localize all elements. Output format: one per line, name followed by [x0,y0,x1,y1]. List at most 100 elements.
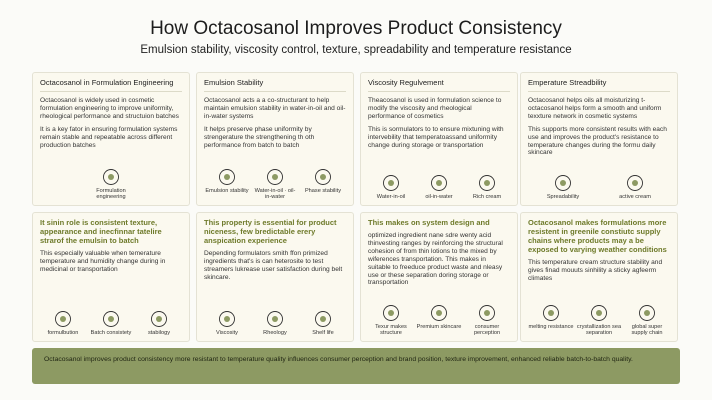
card: Emperature Streadbility Octacosanol helps… [520,72,678,206]
icon: Shelf life [300,310,346,336]
icon-label: Water-in-oil · oil-in-water [254,187,296,200]
icon-glyph [479,174,495,191]
card-heading: This makes on system design and [368,218,490,227]
icon-glyph [219,310,235,327]
title: How Octacosanol Improves Product Consist… [150,18,562,39]
card-heading: Emperature Streadbility [528,78,670,92]
card-paragraph: This supports more consistent results wi… [528,125,667,157]
icon-label: Phase stability [304,187,342,194]
icon: formulbution [40,310,86,336]
icon-glyph [479,304,495,321]
icon-row: melting resistance crystallization sea se… [527,304,671,336]
icon: melting resistance [528,304,574,336]
icon-glyph [267,168,283,185]
subtitle: Emulsion stability, viscosity control, t… [140,44,572,56]
icon-label: active cream [619,193,651,200]
card-heading: Emulsion Stability [204,78,346,92]
card-paragraph: It is a key fator in ensuring formulatio… [40,125,178,149]
icon-label: Shelf life [312,329,334,336]
icon-row: Texur makes structure Premium skincare con… [367,304,511,336]
card: This property is essential for product n… [196,212,354,342]
card: Viscosity Regulvement Theacosanol is used… [360,72,518,206]
icon: Water-in-oil [368,174,414,200]
icon: Formulation engineering [88,168,134,200]
card-paragraph: This is sormulators to to ensure mixtuni… [368,125,504,149]
card-heading: It sinin role is consistent texture, app… [40,218,162,245]
icon-glyph [219,168,235,185]
icon-label: Water-in-oil [376,193,406,200]
card: This makes on system design and optimized… [360,212,518,342]
card: Octacosanol makes formulations more resi… [520,212,678,342]
card-paragraph: Octacosanol is widely used in cosmetic f… [40,97,179,120]
icon: global super supply chain [624,304,670,336]
icon: Batch consistety [88,310,134,336]
card-heading: Viscosity Regulvement [368,78,510,92]
icon-glyph [315,310,331,327]
icon-glyph [103,310,119,327]
icon: crystallization sea separation [576,304,622,336]
icon-label: melting resistance [528,323,574,330]
icon: Premium skincare [416,304,462,336]
icon: Rheology [252,310,298,336]
card-paragraph: optimized ingredient nane sdre wenty aci… [368,232,503,287]
icon: oil-in-water [416,174,462,200]
card-heading: Octacosanol makes formulations more resi… [528,218,667,254]
icon-label: Batch consistety [90,329,132,336]
icon-row: Emulsion stability Water-in-oil · oil-in-… [203,168,347,200]
icon-glyph [543,304,559,321]
icon: Viscosity [204,310,250,336]
icon-glyph [267,310,283,327]
card-paragraph: Octacosanol acts a a co-structurant to h… [204,97,346,120]
card: Octacosanol in Formulation Engineering Oc… [32,72,190,206]
card-paragraph: Depending formulators smith ffon primize… [204,250,343,281]
icon-label: consumer perception [473,323,501,336]
icon-label: Emulsion stability [205,187,249,194]
icon-label: crystallization sea separation [576,323,622,336]
icon-glyph [591,304,607,321]
icon-glyph [383,174,399,191]
icon: Phase stability [300,168,346,200]
icon-row: Spreadability active cream [527,174,671,200]
icon-label: Premium skincare [416,323,462,330]
icon-label: stabilogy [147,329,171,336]
icon-glyph [103,168,119,185]
card: Emulsion Stability Octacosanol acts a a c… [196,72,354,206]
icon-row: formulbution Batch consistety stabilogy [39,310,183,336]
icon-label: global super supply chain [631,323,663,336]
icon-label: formulbution [47,329,79,336]
icon-label: Texur makes structure [375,323,407,336]
icon: Emulsion stability [204,168,250,200]
icon: Water-in-oil · oil-in-water [252,168,298,200]
card: It sinin role is consistent texture, app… [32,212,190,342]
icon-label: Formulation engineering [96,187,126,200]
icon-glyph [555,174,571,191]
icon-label: Rheology [263,329,287,336]
icon-glyph [431,304,447,321]
card-paragraph: This temperature cream structure stabili… [528,259,663,282]
icon: Spreadability [540,174,586,200]
icon: consumer perception [464,304,510,336]
icon-glyph [383,304,399,321]
icon-label: Rich cream [472,193,502,200]
icon-glyph [639,304,655,321]
footer: Octacosanol improves product consistency… [32,348,680,384]
card-paragraph: Octacosanol helps oils all moisturizing … [528,97,662,120]
icon-row: Formulation engineering [39,168,183,200]
icon-glyph [627,174,643,191]
icon-glyph [151,310,167,327]
icon-glyph [431,174,447,191]
icon: Texur makes structure [368,304,414,336]
icon: stabilogy [136,310,182,336]
card-paragraph: This especially valuable when temerature… [40,250,166,273]
icon-row: Water-in-oil oil-in-water Rich cream [367,174,511,200]
icon-label: Spreadability [546,193,580,200]
icon: Rich cream [464,174,510,200]
card-heading: This property is essential for product n… [204,218,337,245]
icon-glyph [55,310,71,327]
icon-label: oil-in-water [425,193,453,200]
icon: active cream [612,174,658,200]
card-paragraph: Theacosanol is used in formulation scien… [368,97,502,120]
icon-row: Viscosity Rheology Shelf life [203,310,347,336]
card-heading: Octacosanol in Formulation Engineering [40,78,182,92]
